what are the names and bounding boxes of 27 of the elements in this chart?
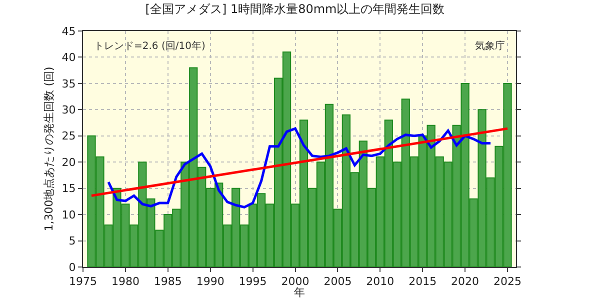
y-tick-label: 5 xyxy=(68,234,76,248)
y-tick-label: 15 xyxy=(62,182,76,196)
x-tick-label: 1975 xyxy=(69,275,97,288)
y-tick-label: 40 xyxy=(62,51,76,64)
y-tick-label: 0 xyxy=(68,260,76,274)
x-tick-label: 2025 xyxy=(494,275,522,288)
x-tick-label: 1990 xyxy=(196,275,224,288)
y-tick-label: 20 xyxy=(62,156,76,169)
annotation: トレンド=2.6 (回/10年) xyxy=(94,40,206,52)
y-tick-label: 35 xyxy=(62,77,76,90)
x-tick-label: 2005 xyxy=(324,275,352,288)
x-tick-label: 1985 xyxy=(154,275,182,288)
x-tick-label: 1995 xyxy=(238,275,267,288)
y-tick-label: 45 xyxy=(62,24,76,38)
line-series xyxy=(107,127,492,208)
x-tick-label: 2015 xyxy=(408,275,437,288)
x-tick-label: 2020 xyxy=(451,275,480,288)
y-axis-title: 1,300地点あたりの発生回数 (回) xyxy=(42,66,56,232)
x-tick-label: 2010 xyxy=(366,275,394,288)
y-tick-label: 25 xyxy=(62,130,76,143)
annotation: 気象庁 xyxy=(475,40,505,52)
chart-title: [全国アメダス] 1時間降水量80mm以上の年間発生回数 xyxy=(145,2,445,16)
x-tick-label: 1980 xyxy=(111,275,140,288)
y-tick-label: 10 xyxy=(62,208,76,222)
x-tick-label: 2000 xyxy=(281,275,310,288)
x-axis-title: 年 xyxy=(294,286,305,299)
y-tick-label: 30 xyxy=(62,104,76,117)
